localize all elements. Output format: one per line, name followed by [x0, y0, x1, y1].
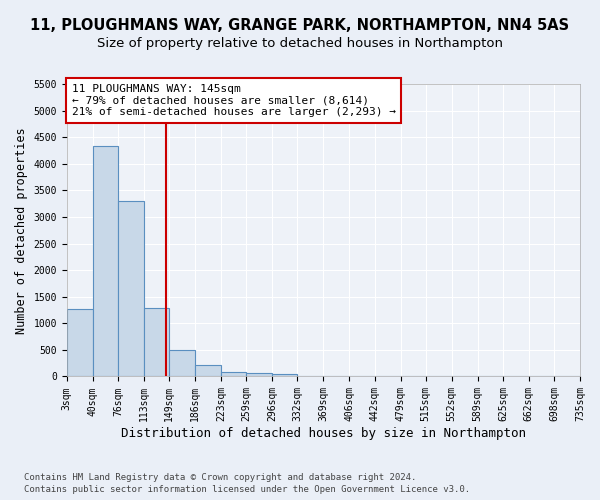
Bar — [93, 146, 118, 376]
Bar — [221, 372, 246, 376]
Bar — [272, 374, 298, 376]
Text: Size of property relative to detached houses in Northampton: Size of property relative to detached ho… — [97, 38, 503, 51]
Text: Contains HM Land Registry data © Crown copyright and database right 2024.: Contains HM Land Registry data © Crown c… — [24, 472, 416, 482]
Bar — [118, 201, 144, 376]
Text: 11, PLOUGHMANS WAY, GRANGE PARK, NORTHAMPTON, NN4 5AS: 11, PLOUGHMANS WAY, GRANGE PARK, NORTHAM… — [31, 18, 569, 32]
Bar — [195, 365, 221, 376]
Bar — [169, 350, 195, 376]
Text: Contains public sector information licensed under the Open Government Licence v3: Contains public sector information licen… — [24, 485, 470, 494]
X-axis label: Distribution of detached houses by size in Northampton: Distribution of detached houses by size … — [121, 427, 526, 440]
Text: 11 PLOUGHMANS WAY: 145sqm
← 79% of detached houses are smaller (8,614)
21% of se: 11 PLOUGHMANS WAY: 145sqm ← 79% of detac… — [72, 84, 396, 117]
Y-axis label: Number of detached properties: Number of detached properties — [15, 127, 28, 334]
Bar — [246, 374, 272, 376]
Bar — [144, 308, 169, 376]
Bar — [67, 309, 93, 376]
